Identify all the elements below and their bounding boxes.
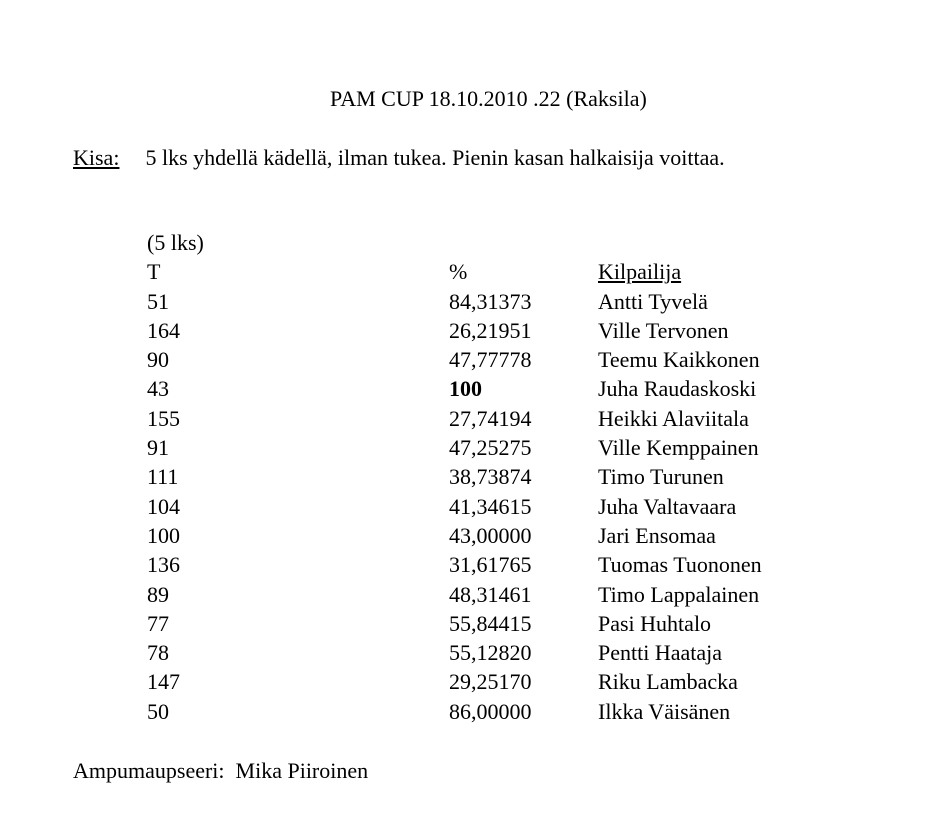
- kisa-text: 5 lks yhdellä kädellä, ilman tukea. Pien…: [145, 145, 725, 170]
- competitor-cell: Pasi Huhtalo: [598, 610, 712, 636]
- shots-cell: 100: [147, 522, 180, 548]
- kisa-label: Kisa:: [73, 145, 120, 170]
- shots-cell: 164: [147, 317, 180, 343]
- shots-cell: 91: [147, 435, 169, 461]
- percent-cell: 86,00000: [449, 698, 532, 724]
- percent-cell: 31,61765: [449, 552, 532, 578]
- shots-cell: 89: [147, 581, 169, 607]
- percent-cell: 43,00000: [449, 522, 532, 548]
- shots-cell: 51: [147, 288, 169, 314]
- header-competitor: Kilpailija: [598, 259, 682, 285]
- competitor-cell: Pentti Haataja: [598, 640, 723, 666]
- percent-cell: 41,34615: [449, 493, 532, 519]
- competitor-cell: Heikki Alaviitala: [598, 405, 749, 431]
- footer-label: Ampumaupseeri:: [73, 758, 225, 783]
- percent-cell: 47,25275: [449, 435, 532, 461]
- competitor-cell: Juha Valtavaara: [598, 493, 737, 519]
- shots-cell: 50: [147, 698, 169, 724]
- document-title: PAM CUP 18.10.2010 .22 (Raksila): [330, 86, 647, 111]
- competitor-cell: Teemu Kaikkonen: [598, 347, 760, 373]
- header-percent: %: [449, 259, 468, 285]
- percent-cell: 55,84415: [449, 610, 532, 636]
- percent-cell: 84,31373: [449, 288, 532, 314]
- shots-cell: 90: [147, 347, 169, 373]
- competition-description: Kisa: 5 lks yhdellä kädellä, ilman tukea.…: [73, 143, 725, 172]
- percent-cell: 29,25170: [449, 669, 532, 695]
- competitor-cell: Riku Lambacka: [598, 669, 738, 695]
- footer: Ampumaupseeri: Mika Piiroinen: [73, 756, 368, 785]
- competitor-cell: Ville Tervonen: [598, 317, 729, 343]
- competitor-cell: Tuomas Tuononen: [598, 552, 762, 578]
- table-caption: (5 lks): [147, 230, 204, 255]
- competitor-cell: Juha Raudaskoski: [598, 376, 757, 402]
- percent-cell: 47,77778: [449, 347, 532, 373]
- shots-cell: 77: [147, 610, 169, 636]
- competitor-cell: Ilkka Väisänen: [598, 698, 731, 724]
- competitor-cell: Timo Turunen: [598, 464, 724, 490]
- footer-name: Mika Piiroinen: [235, 758, 369, 783]
- header-t: T: [147, 259, 161, 285]
- percent-cell: 26,21951: [449, 317, 532, 343]
- competitor-cell: Antti Tyvelä: [598, 288, 708, 314]
- percent-cell: 55,12820: [449, 640, 532, 666]
- shots-cell: 147: [147, 669, 180, 695]
- competitor-cell: Jari Ensomaa: [598, 522, 716, 548]
- shots-cell: 111: [147, 464, 179, 490]
- shots-cell: 104: [147, 493, 180, 519]
- shots-cell: 136: [147, 552, 180, 578]
- percent-cell: 38,73874: [449, 464, 532, 490]
- percent-cell: 100: [449, 376, 482, 402]
- percent-cell: 27,74194: [449, 405, 532, 431]
- competitor-cell: Ville Kemppainen: [598, 435, 759, 461]
- shots-cell: 78: [147, 640, 169, 666]
- percent-cell: 48,31461: [449, 581, 532, 607]
- shots-cell: 43: [147, 376, 169, 402]
- competitor-cell: Timo Lappalainen: [598, 581, 760, 607]
- shots-cell: 155: [147, 405, 180, 431]
